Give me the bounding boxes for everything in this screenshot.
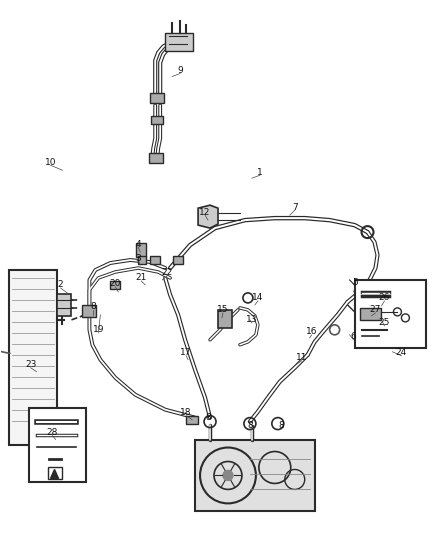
Text: 9: 9 [177, 66, 183, 75]
Text: 3: 3 [135, 254, 141, 263]
Bar [173, 256, 183, 264]
Bar [149, 154, 163, 163]
Bar [186, 416, 198, 424]
Polygon shape [198, 205, 218, 228]
Bar [150, 256, 160, 264]
Text: 24: 24 [396, 348, 407, 357]
Bar [218, 310, 232, 328]
Text: 7: 7 [292, 203, 298, 212]
Text: 23: 23 [25, 360, 36, 369]
Text: 17: 17 [180, 348, 192, 357]
Bar [360, 308, 381, 320]
Text: 8: 8 [247, 421, 253, 430]
Bar [110, 281, 120, 289]
Text: 18: 18 [180, 408, 192, 417]
Text: 1: 1 [257, 168, 263, 177]
Text: 14: 14 [252, 294, 264, 302]
Text: 8: 8 [278, 421, 284, 430]
Text: 15: 15 [217, 305, 229, 314]
Text: 12: 12 [199, 208, 211, 216]
Bar [195, 440, 314, 511]
Bar [151, 116, 163, 124]
Text: 8: 8 [205, 413, 211, 422]
Circle shape [223, 471, 233, 480]
Bar [28, 408, 86, 482]
Bar [9, 270, 57, 445]
Text: 5: 5 [353, 278, 358, 287]
Polygon shape [50, 470, 59, 479]
Text: 19: 19 [92, 325, 104, 334]
Text: 10: 10 [45, 158, 57, 167]
Polygon shape [50, 469, 59, 478]
Text: 21: 21 [135, 273, 147, 282]
Text: 27: 27 [370, 305, 381, 314]
Text: 26: 26 [379, 294, 390, 302]
Bar [136, 243, 146, 257]
Bar [165, 33, 193, 51]
Text: 4: 4 [135, 239, 141, 248]
Text: 28: 28 [47, 428, 58, 437]
Text: 6: 6 [351, 332, 357, 341]
Bar [57, 294, 71, 316]
Bar [48, 467, 61, 480]
Text: 25: 25 [379, 318, 390, 327]
Text: 20: 20 [110, 279, 121, 288]
Text: 16: 16 [306, 327, 318, 336]
Text: 11: 11 [296, 353, 307, 362]
Text: 2: 2 [58, 280, 64, 289]
Bar [138, 256, 146, 264]
Text: 13: 13 [246, 316, 258, 325]
Bar [355, 280, 426, 348]
Text: 8: 8 [91, 302, 96, 311]
Text: 22: 22 [162, 269, 173, 278]
Bar [150, 93, 164, 103]
Bar [82, 305, 96, 317]
